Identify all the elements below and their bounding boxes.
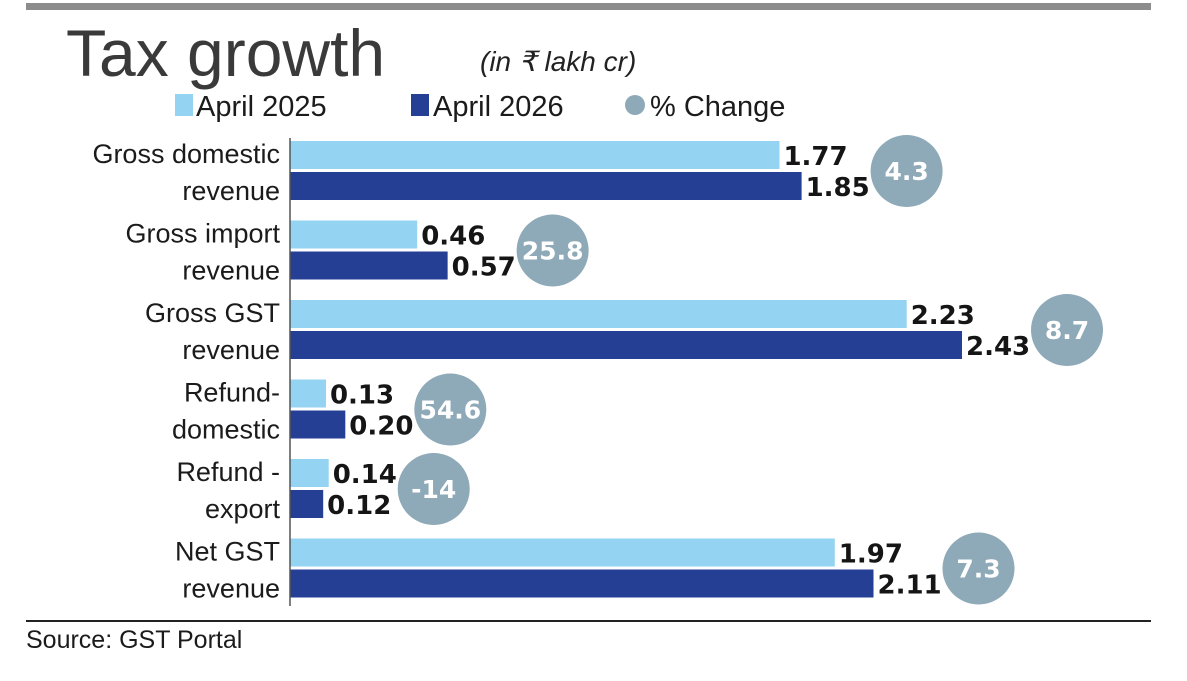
legend-label-april-2025: April 2025 bbox=[196, 91, 327, 123]
legend-dot-pct-change bbox=[625, 95, 645, 115]
pct-change-label-gross-gst-revenue: 8.7 bbox=[1045, 316, 1089, 345]
pct-change-markers: 4.3 25.8 8.7 54.6 -14 7.3 bbox=[397, 135, 1103, 605]
bar-april-2025-gross-import-revenue bbox=[290, 220, 418, 249]
source-note: Source: GST Portal bbox=[26, 626, 242, 654]
bar-april-2025-gross-gst-revenue bbox=[290, 300, 907, 328]
category-label-gross-import-revenue-line-2: revenue bbox=[182, 256, 280, 286]
category-label-net-gst-revenue-line-2: revenue bbox=[182, 574, 280, 604]
bar-april-2025-refund-domestic bbox=[290, 379, 326, 408]
bar-april-2025-refund-export bbox=[290, 459, 329, 487]
pct-change-circle-gross-gst-revenue bbox=[1031, 294, 1103, 366]
legend-swatch-april-2026 bbox=[411, 94, 429, 116]
category-label-gross-gst-revenue-line-1: Gross GST bbox=[145, 298, 280, 328]
pct-change-label-refund-domestic: 54.6 bbox=[419, 396, 481, 425]
category-label-refund-domestic-line-2: domestic bbox=[172, 415, 280, 445]
pct-change-label-gross-domestic-revenue: 4.3 bbox=[884, 157, 928, 186]
bar-april-2026-gross-import-revenue bbox=[290, 251, 448, 280]
bars bbox=[290, 141, 962, 598]
pct-change-label-net-gst-revenue: 7.3 bbox=[956, 555, 1000, 584]
category-labels: Gross domestic revenue Gross import revenue… bbox=[92, 139, 280, 604]
bar-april-2026-gross-domestic-revenue bbox=[290, 172, 802, 200]
category-label-refund-export-line-1: Refund - bbox=[176, 457, 280, 487]
value-label-april-2026-net-gst-revenue: 2.11 bbox=[878, 571, 942, 601]
value-label-april-2026-refund-export: 0.12 bbox=[327, 491, 391, 521]
pct-change-label-gross-import-revenue: 25.8 bbox=[522, 237, 584, 266]
value-label-april-2025-net-gst-revenue: 1.97 bbox=[839, 540, 903, 570]
chart-unit: (in ₹ lakh cr) bbox=[480, 46, 636, 77]
category-label-refund-export-line-2: export bbox=[205, 494, 281, 524]
legend: April 2025 April 2026 % Change bbox=[175, 91, 785, 123]
top-rule bbox=[26, 3, 1151, 10]
legend-swatch-april-2025 bbox=[175, 94, 193, 116]
pct-change-circle-refund-domestic bbox=[414, 373, 487, 446]
pct-change-circle-refund-export bbox=[397, 453, 470, 525]
value-label-april-2026-gross-gst-revenue: 2.43 bbox=[966, 332, 1030, 362]
category-label-gross-domestic-revenue-line-1: Gross domestic bbox=[92, 139, 280, 169]
pct-change-label-refund-export: -14 bbox=[411, 475, 456, 504]
value-label-april-2025-gross-domestic-revenue: 1.77 bbox=[783, 142, 847, 172]
category-label-net-gst-revenue-line-1: Net GST bbox=[175, 537, 280, 567]
bar-april-2025-net-gst-revenue bbox=[290, 538, 835, 567]
value-label-april-2025-gross-import-revenue: 0.46 bbox=[421, 222, 485, 252]
bar-april-2026-refund-domestic bbox=[290, 410, 346, 439]
category-label-gross-import-revenue-line-1: Gross import bbox=[125, 219, 280, 249]
category-label-gross-domestic-revenue-line-2: revenue bbox=[182, 176, 280, 206]
value-label-april-2026-gross-import-revenue: 0.57 bbox=[452, 253, 516, 283]
value-label-april-2025-refund-domestic: 0.13 bbox=[330, 381, 394, 411]
pct-change-circle-gross-import-revenue bbox=[516, 214, 589, 287]
bar-april-2026-gross-gst-revenue bbox=[290, 331, 962, 359]
value-label-april-2026-refund-domestic: 0.20 bbox=[349, 412, 413, 442]
pct-change-circle-gross-domestic-revenue bbox=[870, 135, 943, 207]
category-label-gross-gst-revenue-line-2: revenue bbox=[182, 335, 280, 365]
chart-title: Tax growth bbox=[66, 16, 385, 90]
legend-label-april-2026: April 2026 bbox=[433, 91, 564, 123]
bar-april-2026-refund-export bbox=[290, 490, 324, 518]
value-labels: 1.771.85 0.460.57 2.232.43 0.130.20 0.140.12… bbox=[327, 142, 1030, 601]
bar-april-2025-gross-domestic-revenue bbox=[290, 141, 780, 169]
value-label-april-2026-gross-domestic-revenue: 1.85 bbox=[806, 173, 870, 203]
category-label-refund-domestic-line-1: Refund- bbox=[184, 378, 280, 408]
pct-change-circle-net-gst-revenue bbox=[942, 532, 1015, 605]
legend-label-pct-change: % Change bbox=[650, 91, 785, 123]
bar-april-2026-net-gst-revenue bbox=[290, 569, 874, 598]
value-label-april-2025-refund-export: 0.14 bbox=[333, 460, 397, 490]
value-label-april-2025-gross-gst-revenue: 2.23 bbox=[911, 301, 975, 331]
